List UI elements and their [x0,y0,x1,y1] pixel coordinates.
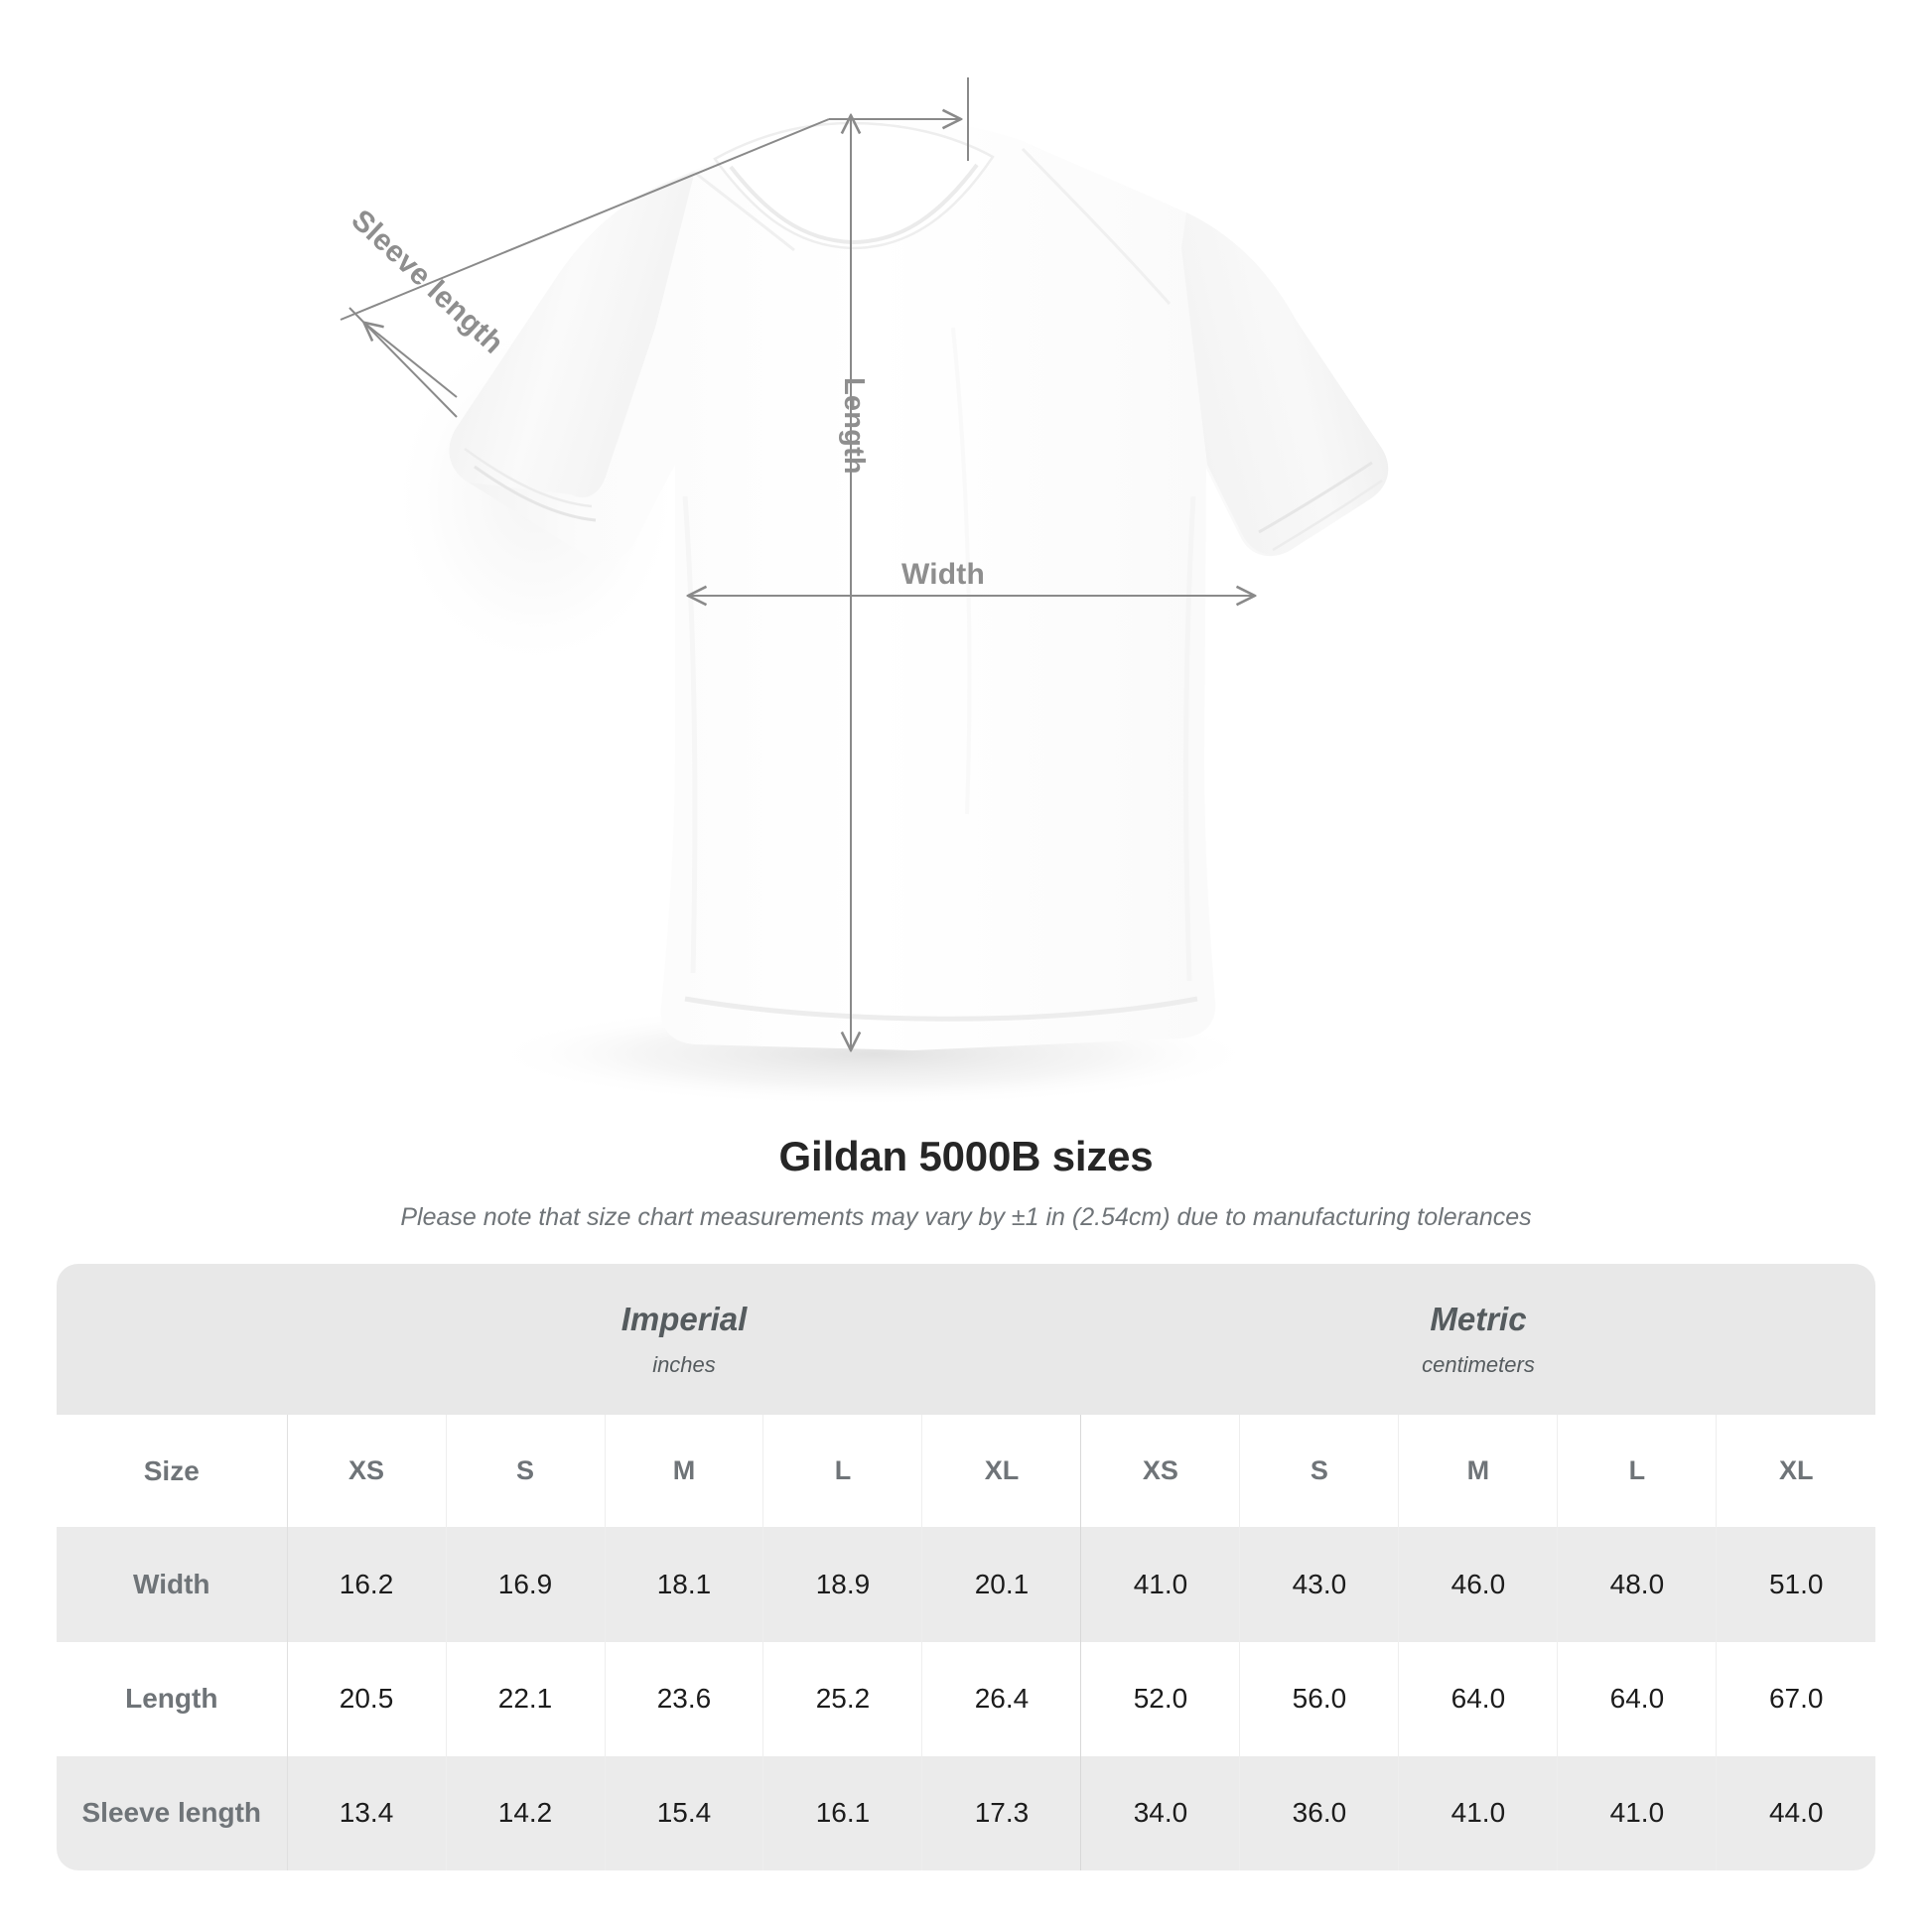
cell-sleeve-metric-l: 41.0 [1557,1755,1718,1870]
size-header-row: Size XS S M L XL XS S M L XL [57,1415,1875,1528]
page-title: Gildan 5000B sizes [778,1133,1154,1179]
size-header-metric-l: L [1557,1415,1718,1528]
size-header-imperial-m: M [605,1415,764,1528]
cell-length-imperial-xl: 26.4 [921,1641,1082,1756]
cell-width-imperial-m: 18.1 [605,1527,764,1642]
cell-sleeve-metric-m: 41.0 [1398,1755,1559,1870]
cell-width-imperial-xl: 20.1 [921,1527,1082,1642]
table-row: Width 16.2 16.9 18.1 18.9 20.1 41.0 43.0… [57,1527,1875,1642]
size-corner-header: Size [57,1415,288,1528]
cell-width-imperial-s: 16.9 [446,1527,606,1642]
length-dimension-label: Length [838,377,870,475]
size-chart-table: Imperial inches Metric centimeters Size … [57,1264,1875,1870]
size-chart-table-container: Imperial inches Metric centimeters Size … [57,1264,1875,1870]
unit-header-spacer [57,1264,288,1416]
cell-width-metric-m: 46.0 [1398,1527,1559,1642]
cell-sleeve-metric-xs: 34.0 [1080,1755,1241,1870]
cell-sleeve-imperial-xl: 17.3 [921,1755,1082,1870]
row-label-length: Length [57,1641,288,1756]
cell-width-metric-l: 48.0 [1557,1527,1718,1642]
table-row: Sleeve length 13.4 14.2 15.4 16.1 17.3 3… [57,1755,1875,1870]
unit-header-metric: Metric centimeters [1080,1264,1875,1416]
cell-length-imperial-l: 25.2 [762,1641,923,1756]
cell-length-metric-xl: 67.0 [1716,1641,1875,1756]
cell-length-metric-m: 64.0 [1398,1641,1559,1756]
cell-length-imperial-xs: 20.5 [287,1641,447,1756]
cell-length-metric-s: 56.0 [1239,1641,1400,1756]
size-header-imperial-l: L [762,1415,923,1528]
cell-sleeve-imperial-s: 14.2 [446,1755,606,1870]
size-header-metric-xl: XL [1716,1415,1875,1528]
unit-header-row: Imperial inches Metric centimeters [57,1264,1875,1416]
cell-sleeve-metric-xl: 44.0 [1716,1755,1875,1870]
cell-length-metric-xs: 52.0 [1080,1641,1241,1756]
tshirt-illustration [340,77,1389,1106]
cell-sleeve-metric-s: 36.0 [1239,1755,1400,1870]
imperial-label: Imperial [621,1300,748,1337]
cell-width-metric-xs: 41.0 [1080,1527,1241,1642]
size-header-imperial-s: S [446,1415,606,1528]
table-row: Length 20.5 22.1 23.6 25.2 26.4 52.0 56.… [57,1641,1875,1756]
cell-width-metric-s: 43.0 [1239,1527,1400,1642]
cell-width-imperial-xs: 16.2 [287,1527,447,1642]
cell-sleeve-imperial-l: 16.1 [762,1755,923,1870]
cell-width-imperial-l: 18.9 [762,1527,923,1642]
unit-header-imperial: Imperial inches [287,1264,1081,1416]
size-header-imperial-xs: XS [287,1415,447,1528]
metric-unit: centimeters [1422,1352,1535,1378]
metric-label: Metric [1430,1300,1527,1337]
tolerance-note: Please note that size chart measurements… [400,1203,1532,1232]
size-header-metric-xs: XS [1080,1415,1241,1528]
cell-sleeve-imperial-xs: 13.4 [287,1755,447,1870]
imperial-unit: inches [652,1352,716,1378]
cell-length-imperial-m: 23.6 [605,1641,764,1756]
cell-length-imperial-s: 22.1 [446,1641,606,1756]
cell-sleeve-imperial-m: 15.4 [605,1755,764,1870]
size-header-metric-m: M [1398,1415,1559,1528]
row-label-width: Width [57,1527,288,1642]
size-header-imperial-xl: XL [921,1415,1082,1528]
cell-length-metric-l: 64.0 [1557,1641,1718,1756]
width-dimension-label: Width [901,558,986,591]
cell-width-metric-xl: 51.0 [1716,1527,1875,1642]
heading-block: Gildan 5000B sizes Please note that size… [0,1132,1932,1234]
tshirt-mockup: Sleeve length Length Width [340,77,1389,1106]
row-label-sleeve-length: Sleeve length [57,1755,288,1870]
size-header-metric-s: S [1239,1415,1400,1528]
